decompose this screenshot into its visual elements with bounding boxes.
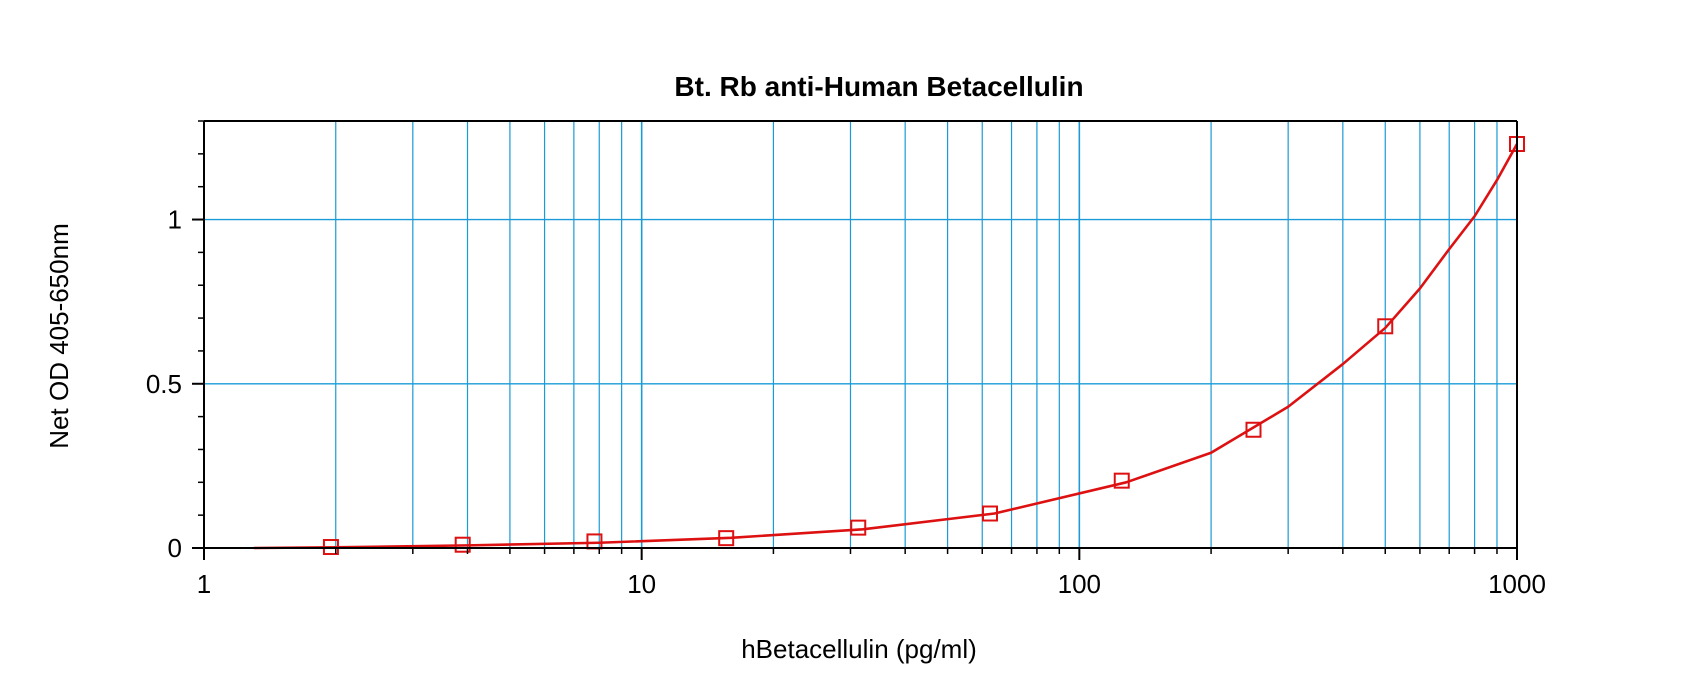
x-axis-label: hBetacellulin (pg/ml) [741,634,977,664]
x-tick-label: 1 [197,569,211,599]
y-tick-label: 1 [168,205,182,235]
data-point [1245,421,1262,438]
data-point [1377,318,1394,335]
data-point [454,536,471,553]
grid [204,121,1517,548]
y-tick-label: 0.5 [146,369,182,399]
axes: 1 10 100 1000 0 0.5 1 [146,120,1546,599]
data-point [850,519,867,536]
data-points [322,135,1525,556]
data-point [1113,472,1130,489]
fit-curve-layer [253,143,1519,550]
chart-title: Bt. Rb anti-Human Betacellulin [674,71,1083,102]
data-point [718,530,735,547]
y-axis-label: Net OD 405-650nm [44,223,74,448]
fit-curve [253,143,1519,550]
x-tick-label: 1000 [1488,569,1546,599]
x-tick-label: 100 [1058,569,1101,599]
y-tick-label: 0 [168,533,182,563]
x-tick-label: 10 [627,569,656,599]
data-point [981,505,998,522]
